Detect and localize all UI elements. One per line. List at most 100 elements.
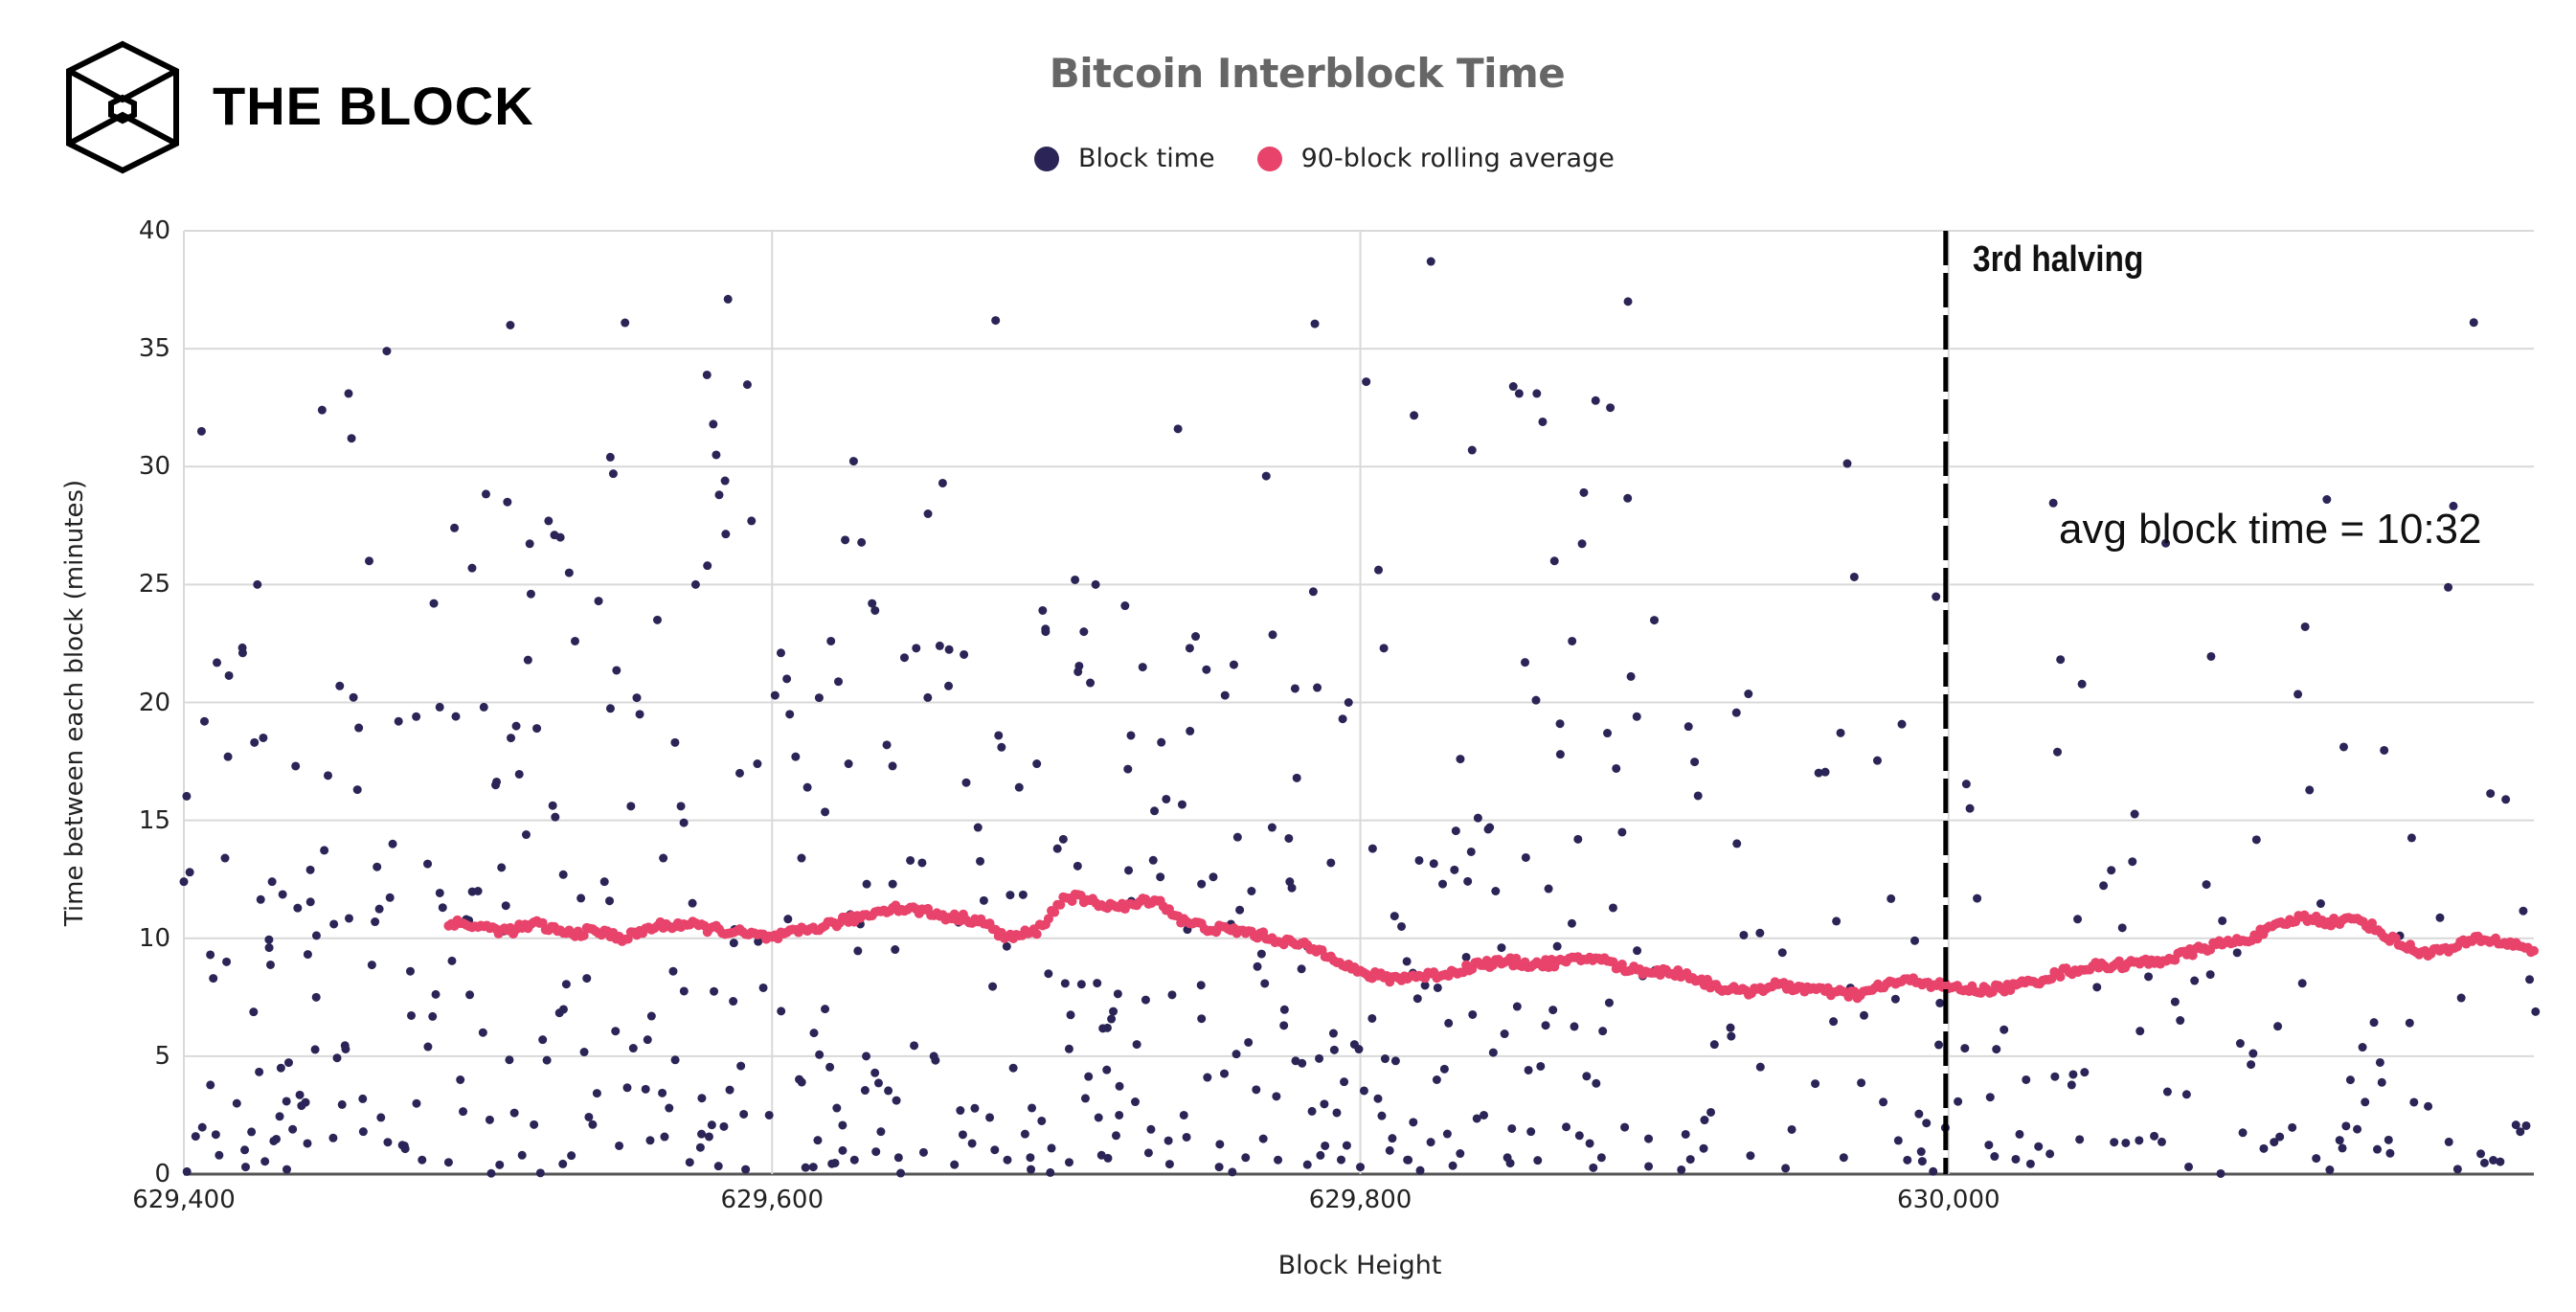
- block-time-point: [1693, 791, 1703, 801]
- block-time-point: [1552, 941, 1562, 951]
- block-time-point: [255, 1067, 264, 1076]
- block-time-point: [1577, 539, 1587, 549]
- block-time-point: [1316, 1150, 1325, 1160]
- block-time-point: [685, 1158, 694, 1167]
- block-time-point: [2050, 1072, 2060, 1081]
- block-time-point: [264, 943, 274, 953]
- block-time-point: [1141, 995, 1150, 1005]
- block-time-point: [2206, 651, 2216, 661]
- block-time-point: [910, 1041, 919, 1051]
- block-time-point: [1473, 813, 1482, 823]
- block-time-point: [2080, 1068, 2090, 1077]
- block-time-point: [405, 966, 415, 976]
- block-time-point: [2099, 881, 2109, 891]
- block-time-point: [1290, 684, 1299, 693]
- block-time-point: [754, 937, 763, 946]
- block-time-point: [1420, 981, 1430, 990]
- block-time-point: [860, 1086, 870, 1096]
- block-time-point: [567, 1151, 576, 1161]
- block-time-point: [2251, 835, 2261, 845]
- block-time-point: [2073, 915, 2083, 924]
- block-time-point: [1617, 827, 1627, 837]
- block-time-point: [558, 870, 568, 879]
- block-time-point: [438, 903, 447, 913]
- block-time-point: [1744, 690, 1753, 699]
- block-time-point: [944, 645, 954, 654]
- block-time-point: [1157, 737, 1166, 747]
- block-time-point: [179, 877, 189, 887]
- block-time-point: [1497, 943, 1506, 953]
- legend-item-block-time[interactable]: Block time: [1034, 144, 1215, 173]
- block-time-point: [1146, 1124, 1156, 1134]
- block-time-point: [1086, 678, 1096, 688]
- block-time-point: [665, 1103, 674, 1113]
- block-time-point: [1781, 1164, 1791, 1173]
- block-time-point: [1549, 556, 1559, 566]
- block-time-point: [249, 1007, 259, 1017]
- block-time-point: [1814, 768, 1823, 778]
- block-time-point: [1512, 1002, 1522, 1011]
- block-time-point: [1197, 1014, 1207, 1024]
- block-time-point: [2456, 993, 2466, 1003]
- block-time-point: [605, 896, 615, 906]
- block-time-point: [465, 990, 475, 1000]
- block-time-point: [821, 1005, 830, 1014]
- block-time-point: [697, 1129, 707, 1139]
- block-time-point: [2444, 1137, 2453, 1146]
- block-time-point: [511, 721, 521, 731]
- block-time-point: [1755, 928, 1765, 938]
- block-time-point: [1329, 1045, 1339, 1054]
- block-time-point: [918, 1147, 928, 1157]
- block-time-point: [622, 1083, 632, 1093]
- block-time-point: [191, 1132, 200, 1142]
- block-time-point: [1232, 1050, 1241, 1059]
- block-time-point: [2339, 742, 2348, 752]
- halving-annotation: 3rd halving: [1973, 239, 2144, 280]
- y-tick-label: 5: [154, 1041, 170, 1071]
- block-time-point: [1811, 1079, 1820, 1089]
- block-time-point: [1531, 695, 1541, 705]
- block-time-point: [615, 1141, 624, 1150]
- block-time-point: [882, 740, 892, 750]
- block-time-point: [635, 710, 644, 719]
- block-time-point: [323, 771, 332, 780]
- block-time-point: [814, 693, 824, 703]
- block-time-point: [1279, 1005, 1289, 1014]
- block-time-point: [459, 1107, 468, 1117]
- block-time-point: [970, 1103, 980, 1113]
- block-time-point: [579, 1048, 589, 1057]
- block-time-point: [525, 539, 534, 549]
- block-time-point: [892, 1096, 901, 1105]
- block-time-point: [797, 1077, 806, 1087]
- block-time-point: [2501, 795, 2511, 804]
- block-time-point: [2384, 1135, 2393, 1144]
- block-time-point: [558, 1159, 568, 1168]
- rolling-average-point: [578, 930, 589, 940]
- block-time-point: [1064, 1044, 1073, 1053]
- block-time-point: [506, 321, 515, 329]
- block-time-point: [2218, 916, 2227, 925]
- rolling-average-point: [1031, 929, 1042, 939]
- block-time-point: [1307, 1106, 1317, 1116]
- block-time-point: [1191, 632, 1201, 642]
- block-time-point: [301, 1097, 310, 1107]
- block-time-point: [1096, 1150, 1106, 1160]
- block-time-point: [742, 380, 752, 390]
- block-time-point: [2316, 899, 2325, 909]
- block-time-point: [1544, 884, 1553, 894]
- block-time-point: [412, 712, 421, 721]
- block-time-point: [2385, 1148, 2395, 1158]
- block-time-point: [870, 1068, 880, 1077]
- block-time-point: [1332, 1108, 1342, 1118]
- block-time-point: [467, 563, 477, 573]
- block-time-point: [374, 904, 384, 914]
- block-time-point: [2232, 948, 2242, 958]
- block-time-point: [868, 599, 877, 608]
- y-axis-label: Time between each block (minutes): [60, 479, 89, 927]
- block-time-point: [2162, 1087, 2172, 1097]
- block-time-point: [888, 879, 897, 889]
- block-time-point: [853, 946, 863, 956]
- block-time-point: [1374, 565, 1384, 575]
- legend-item-rolling-average[interactable]: 90-block rolling average: [1256, 144, 1615, 173]
- block-time-point: [1091, 579, 1100, 589]
